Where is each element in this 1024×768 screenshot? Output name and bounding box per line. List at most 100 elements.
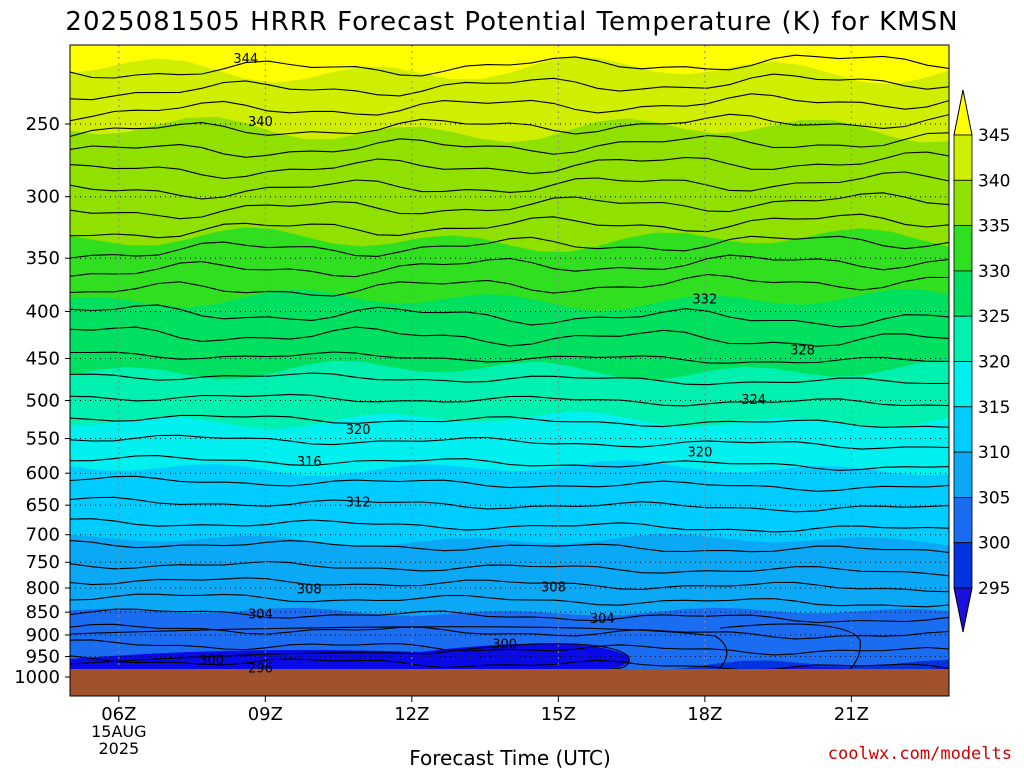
y-tick-label: 950 xyxy=(26,647,60,668)
y-axis: 2503003504004505005506006507007508008509… xyxy=(14,114,70,688)
y-tick-label: 450 xyxy=(26,348,60,369)
y-tick-label: 300 xyxy=(26,187,60,208)
contour-line xyxy=(70,475,949,492)
y-tick-label: 650 xyxy=(26,495,60,516)
y-tick-label: 350 xyxy=(26,248,60,269)
contour-label-text: 332 xyxy=(692,292,717,307)
contour-line xyxy=(70,235,949,259)
contour-label-text: 340 xyxy=(248,115,273,130)
contour-line xyxy=(70,560,949,577)
colorbar-label: 320 xyxy=(978,353,1010,373)
contour-label-text: 308 xyxy=(541,580,566,595)
contour-label: 312 xyxy=(346,495,371,510)
contour-line xyxy=(70,655,949,672)
colorbar-segment xyxy=(953,451,973,498)
contour-line xyxy=(70,372,949,386)
contour-line xyxy=(70,113,949,138)
y-tick-label: 850 xyxy=(26,602,60,623)
contour-line xyxy=(70,273,949,297)
colorbar-arrow-bottom xyxy=(953,587,973,633)
y-tick-label: 700 xyxy=(26,525,60,546)
contour-label: 316 xyxy=(297,455,322,470)
contour-line xyxy=(70,414,949,428)
contour-line xyxy=(70,393,949,407)
contour-line xyxy=(70,496,949,513)
contour-label: 340 xyxy=(248,115,273,130)
contour-line xyxy=(719,623,861,670)
contour-label: 296 xyxy=(248,661,273,676)
colorbar: 345 340 335 330 325 320 315 310 305 300 295 xyxy=(953,89,1010,633)
colorbar-label: 335 xyxy=(978,217,1010,237)
contour-line xyxy=(70,151,949,180)
contour-label: 304 xyxy=(248,608,273,623)
contour-label: 308 xyxy=(297,582,322,597)
contour-line xyxy=(70,518,949,533)
contour-line xyxy=(70,539,949,553)
contour-label: 300 xyxy=(199,653,224,668)
y-tick-label: 900 xyxy=(26,625,60,646)
contour-label-text: 304 xyxy=(248,608,273,623)
plot-area: 344 340 332 328 324 320 320 316 312 308 308 304 304 3… xyxy=(70,45,949,696)
x-tick-label: 09Z xyxy=(248,704,283,725)
contour-line xyxy=(70,608,949,624)
colorbar-segment xyxy=(953,406,973,453)
contour-line xyxy=(70,192,949,220)
contour-line xyxy=(70,639,949,656)
y-tick-label: 400 xyxy=(26,301,60,322)
contour-label: 344 xyxy=(233,52,258,67)
colorbar-segment xyxy=(953,361,973,408)
y-tick-label: 1000 xyxy=(14,667,60,688)
colorbar-label: 300 xyxy=(978,534,1010,554)
contour-line xyxy=(70,132,949,158)
contour-line xyxy=(70,593,949,608)
contour-label-text: 296 xyxy=(248,661,273,676)
contour-label: 320 xyxy=(346,423,371,438)
contour-label-text: 316 xyxy=(297,455,322,470)
contour-label-text: 300 xyxy=(492,638,517,653)
colorbar-label: 325 xyxy=(978,307,1010,327)
contour-line xyxy=(70,455,949,471)
x-tick-label: 18Z xyxy=(687,704,722,725)
colorbar-label: 315 xyxy=(978,398,1010,418)
contour-label: 308 xyxy=(541,580,566,595)
colorbar-segment xyxy=(953,179,973,227)
contour-label: 320 xyxy=(688,445,713,460)
contour-line xyxy=(70,326,949,347)
colorbar-segment xyxy=(953,270,973,317)
color-bands xyxy=(70,45,949,674)
contour-label: 324 xyxy=(741,393,766,408)
colorbar-arrow-top xyxy=(953,89,973,136)
y-tick-label: 600 xyxy=(26,463,60,484)
x-tick-sublabel: 2025 xyxy=(98,739,139,758)
y-tick-label: 500 xyxy=(26,391,60,412)
x-tick-sublabel: 15AUG xyxy=(91,722,146,741)
y-tick-label: 250 xyxy=(26,114,60,135)
contour-label-text: 300 xyxy=(199,653,224,668)
contour-label-text: 320 xyxy=(688,445,713,460)
contour-label-text: 324 xyxy=(741,393,766,408)
chart-title: 2025081505 HRRR Forecast Potential Tempe… xyxy=(65,7,958,37)
contour-line xyxy=(70,626,728,670)
y-tick-label: 550 xyxy=(26,429,60,450)
colorbar-label: 330 xyxy=(978,262,1010,282)
contour-line xyxy=(70,171,949,200)
colorbar-segment xyxy=(953,225,973,272)
x-axis-label: Forecast Time (UTC) xyxy=(409,746,611,768)
contour-label: 332 xyxy=(692,292,717,307)
contour-labels: 344 340 332 328 324 320 320 316 312 308 308 304 304 3… xyxy=(199,52,815,676)
ground xyxy=(70,669,949,696)
plot-frame xyxy=(69,44,950,697)
colorbar-segment xyxy=(953,315,973,362)
colorbar-segment xyxy=(953,134,973,181)
contour-line xyxy=(70,643,630,670)
credit-text: coolwx.com/modelts xyxy=(828,744,1012,764)
contour-label-text: 312 xyxy=(346,495,371,510)
contour-label: 300 xyxy=(492,638,517,653)
grid-lines xyxy=(70,45,949,696)
contour-line xyxy=(70,93,949,122)
contour-label-text: 304 xyxy=(590,612,615,627)
contour-label-text: 308 xyxy=(297,582,322,597)
x-tick-label: 06Z xyxy=(101,704,136,725)
